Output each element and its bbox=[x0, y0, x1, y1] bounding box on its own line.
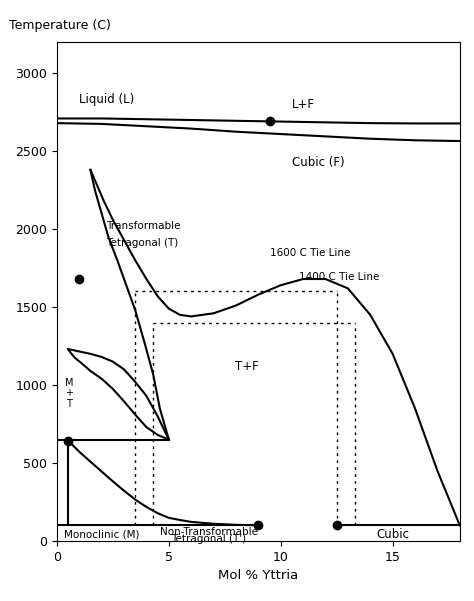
Text: T: T bbox=[66, 398, 72, 409]
Text: Cubic (F): Cubic (F) bbox=[292, 156, 345, 169]
Text: Cubic: Cubic bbox=[376, 528, 409, 541]
Text: 1600 C Tie Line: 1600 C Tie Line bbox=[270, 248, 350, 257]
Text: Liquid (L): Liquid (L) bbox=[79, 93, 135, 106]
Text: +: + bbox=[65, 388, 73, 398]
X-axis label: Mol % Yttria: Mol % Yttria bbox=[218, 569, 299, 582]
Text: 1400 C Tie Line: 1400 C Tie Line bbox=[299, 272, 379, 282]
Text: T+F: T+F bbox=[235, 360, 259, 373]
Text: Temperature (C): Temperature (C) bbox=[9, 19, 110, 32]
Text: Non-Transformable: Non-Transformable bbox=[160, 527, 258, 537]
Text: L+F: L+F bbox=[292, 98, 315, 111]
Text: Transformable: Transformable bbox=[106, 221, 181, 231]
Text: Tetragonal (T'): Tetragonal (T') bbox=[172, 534, 246, 545]
Text: M: M bbox=[65, 379, 73, 388]
Text: Monoclinic (M): Monoclinic (M) bbox=[64, 529, 139, 540]
Text: Tetragonal (T): Tetragonal (T) bbox=[106, 238, 178, 248]
